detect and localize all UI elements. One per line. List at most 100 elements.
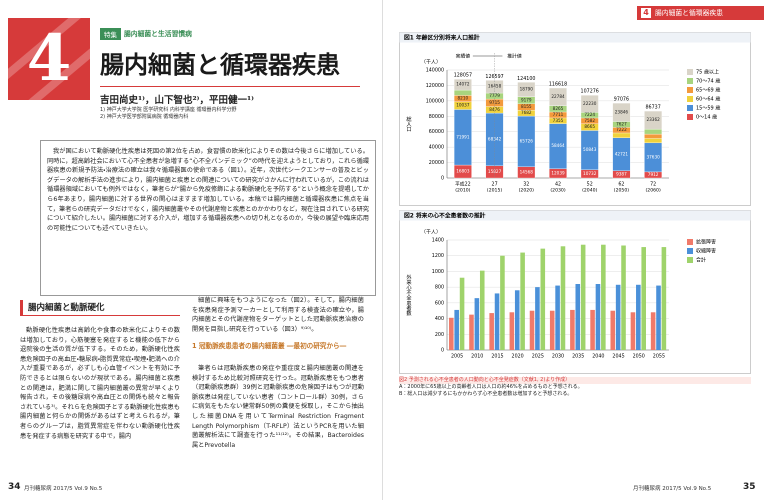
legend-label: 60〜64 歳 — [696, 96, 720, 103]
figure-title-bar — [399, 210, 751, 221]
bar — [601, 244, 606, 350]
value-label: 65726 — [520, 138, 534, 143]
legend-label: 65〜69 歳 — [696, 87, 720, 94]
x-tick-label: 2015 — [491, 354, 503, 360]
value-label: 23362 — [646, 117, 660, 122]
value-label: 7224 — [584, 112, 595, 117]
y-tick-label: 400 — [435, 316, 444, 322]
page-number: 35 — [743, 482, 756, 492]
bar — [621, 245, 626, 350]
bar — [540, 248, 546, 350]
bar — [500, 255, 505, 350]
value-label: 12039 — [551, 170, 565, 175]
body-text: 細菌に興味をもつようになった（図2）。そして，腸内細菌を疾患発症予測マーカーとし… — [192, 297, 364, 333]
running-head: 腸内細菌と循環器疾患 — [655, 9, 723, 17]
affiliation: 1) 神戸大学大学院 医学研究科 内科学講座 循環器内科学分野 — [100, 107, 237, 113]
value-label: 9387 — [616, 171, 627, 176]
affiliation: 2) 神戸大学医学部附属病院 循環器内科 — [100, 114, 189, 120]
bar — [575, 284, 581, 350]
value-label: 7355 — [553, 118, 564, 123]
bar — [641, 247, 646, 350]
actual-label: 実績値 — [456, 53, 471, 60]
running-head-number: 4 — [641, 8, 651, 18]
y-tick-label: 0 — [441, 348, 444, 354]
right-page: 4 腸内細菌と循環器疾患 図1 年齢区分別将来人口推計 （千人） 総人口 0 20000… — [382, 0, 764, 500]
x-tick-label: (2015) — [487, 188, 502, 194]
x-tick-label: 52 — [587, 182, 593, 188]
figure-2: 図2 将来の心不全患者数の推計 （千人） 外来心不全患者数 0 200 400 600 800… — [399, 210, 751, 374]
legend-swatch — [687, 248, 693, 254]
legend-label: 70〜74 歳 — [696, 78, 720, 85]
y-tick-label: 60000 — [429, 129, 444, 135]
legend-swatch — [687, 96, 693, 102]
x-tick-label: 2010 — [471, 354, 483, 360]
figure-title: 図2 将来の心不全患者数の推計 — [404, 212, 486, 220]
figure-note: A：2000年に65歳以上の高齢者人口は人口の約46%を占めるものと予想される。 — [399, 384, 583, 390]
bar — [489, 313, 494, 350]
bar — [494, 293, 500, 350]
figure-note-title: 図2 予測される心不全患者の人口動向と心不全発症数（文献1, 2)より作成） — [399, 377, 751, 384]
legend-swatch — [687, 114, 693, 120]
value-label: 8665 — [584, 124, 595, 129]
bar — [630, 312, 636, 350]
bar-segment — [644, 138, 663, 144]
bar — [636, 284, 641, 350]
bar — [650, 312, 656, 350]
value-label: 58464 — [551, 143, 565, 148]
bar-segment — [453, 89, 472, 96]
bar-segment — [549, 87, 567, 106]
bar-segment — [612, 132, 631, 138]
value-label: 7912 — [648, 172, 659, 177]
bar-segment — [580, 95, 599, 113]
bar-segment — [612, 102, 631, 122]
bar — [560, 246, 566, 350]
bar — [661, 247, 667, 350]
value-label: 7682 — [521, 110, 532, 115]
bar — [535, 287, 540, 350]
total-label: 116618 — [549, 82, 567, 88]
legend-label: 75 歳以上 — [696, 69, 719, 76]
total-label: 97076 — [614, 97, 629, 103]
bar — [509, 312, 515, 350]
x-tick-label: (2050) — [614, 188, 629, 194]
value-label: 16803 — [456, 169, 470, 174]
journal-footer: 月刊糖尿病 2017/5 Vol.9 No.5 — [24, 486, 103, 492]
y-tick-label: 1000 — [432, 269, 444, 275]
value-label: 7711 — [553, 112, 564, 117]
section-number: 4 — [26, 21, 72, 96]
value-label: 37630 — [646, 154, 660, 159]
x-tick-label: (2060) — [646, 188, 661, 194]
x-tick-label: 2055 — [653, 354, 665, 360]
y-tick-label: 80000 — [429, 114, 444, 120]
legend-swatch — [687, 239, 693, 245]
bar — [615, 284, 621, 350]
total-label: 107276 — [581, 89, 599, 95]
bar — [454, 309, 459, 350]
x-tick-label: (2030) — [550, 188, 565, 194]
x-tick-label: 2045 — [612, 354, 624, 360]
y-tick-label: 200 — [435, 332, 444, 338]
value-label: 22784 — [551, 94, 565, 99]
authors: 吉田尚史¹⁾，山下智也²⁾，平田健一¹⁾ — [100, 95, 254, 106]
x-tick-label: 32 — [523, 182, 529, 188]
y-tick-label: 800 — [435, 285, 444, 291]
legend-label: 収縮障害 — [696, 248, 716, 255]
value-label: 42721 — [615, 151, 629, 156]
body-text: 動脈硬化性疾患は高齢化や食事の欧米化によりその数は増加しており，心筋梗塞を発症す… — [20, 327, 180, 440]
title-rule — [100, 86, 360, 87]
section-number-box: 4 — [8, 18, 90, 100]
bar — [469, 314, 474, 350]
x-tick-label: 27 — [492, 182, 498, 188]
y-unit: （千人） — [421, 59, 441, 66]
x-tick-label: (2010) — [455, 188, 470, 194]
y-tick-label: 120000 — [426, 83, 444, 89]
legend-swatch — [687, 257, 693, 263]
legend-swatch — [687, 78, 693, 84]
x-tick-label: 2025 — [532, 354, 544, 360]
bar — [595, 284, 601, 350]
left-page: 4 特集 腸内細菌と生活習慣病 腸内細菌と循環器疾患 吉田尚史¹⁾，山下智也²⁾… — [8, 18, 376, 492]
figure-title: 図1 年齢区分別将来人口推計 — [404, 34, 480, 42]
total-label: 128057 — [454, 73, 472, 79]
y-unit: （千人） — [421, 229, 441, 236]
running-head-box — [637, 6, 764, 20]
